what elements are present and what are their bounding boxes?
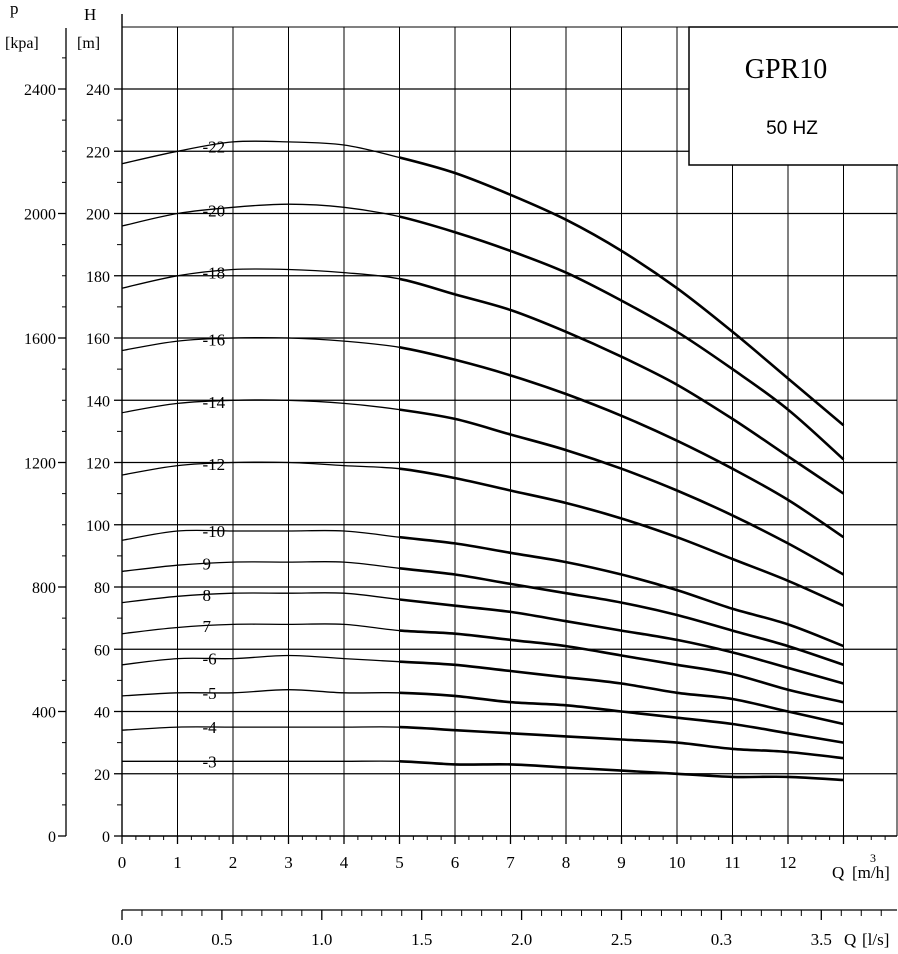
pump-curve-12 bbox=[121, 689, 844, 744]
x-tick-label: 12 bbox=[780, 853, 797, 872]
pump-curve-heavy-7 bbox=[399, 535, 844, 648]
pump-curve-heavy-5 bbox=[399, 408, 845, 576]
curve-label: -14 bbox=[202, 393, 225, 412]
x-tick-label: 3 bbox=[284, 853, 293, 872]
x-tick-label: 9 bbox=[617, 853, 626, 872]
chart-title: GPR10 bbox=[745, 54, 827, 85]
x2-tick-label: 1.5 bbox=[411, 930, 432, 949]
curve-label: -4 bbox=[202, 718, 217, 737]
x-tick-label: 0 bbox=[118, 853, 127, 872]
pump-curve-heavy-13 bbox=[399, 725, 844, 760]
pump-curve-heavy-2 bbox=[399, 215, 845, 461]
pump-curve-heavy-14 bbox=[399, 759, 844, 782]
x2-tick-label: 2.5 bbox=[611, 930, 632, 949]
x2-tick-label: 0.3 bbox=[711, 930, 732, 949]
pump-curve-heavy-10 bbox=[399, 629, 844, 704]
pump-curve-heavy-3 bbox=[399, 277, 845, 495]
y-tick-label: 120 bbox=[86, 456, 110, 473]
pump-curve-heavy-6 bbox=[399, 467, 845, 607]
p-tick-label: 0 bbox=[48, 829, 56, 846]
x-tick-label: 8 bbox=[562, 853, 571, 872]
curve-label: 9 bbox=[202, 555, 211, 574]
pump-curve-heavy-1 bbox=[399, 156, 845, 427]
curve-label: -5 bbox=[202, 684, 216, 703]
curve-label: -20 bbox=[202, 201, 225, 220]
x2-tick-label: 0.5 bbox=[211, 930, 232, 949]
x-axis-label: Q bbox=[832, 863, 844, 882]
y-tick-label: 240 bbox=[86, 82, 110, 99]
x-tick-label: 1 bbox=[173, 853, 182, 872]
p-tick-label: 400 bbox=[32, 705, 56, 722]
curve-label: -12 bbox=[202, 455, 225, 474]
pump-curve-heavy-4 bbox=[399, 345, 845, 539]
p-tick-label: 2400 bbox=[24, 82, 56, 99]
p-tick-label: 1200 bbox=[24, 456, 56, 473]
x2-tick-label: 0.0 bbox=[111, 930, 132, 949]
curve-label: -10 bbox=[202, 522, 225, 541]
x2-axis-unit: [l/s] bbox=[862, 930, 889, 949]
x-tick-label: 7 bbox=[506, 853, 515, 872]
y-tick-label: 100 bbox=[86, 518, 110, 535]
curve-label: 7 bbox=[202, 617, 211, 636]
y-tick-label: 160 bbox=[86, 331, 110, 348]
curve-label: -6 bbox=[202, 650, 216, 669]
y-tick-label: 0 bbox=[102, 829, 110, 846]
y-tick-label: 40 bbox=[94, 705, 110, 722]
x-tick-label: 4 bbox=[340, 853, 349, 872]
curve-label: -3 bbox=[202, 752, 216, 771]
pump-curve-heavy-9 bbox=[399, 598, 844, 685]
x2-tick-label: 2.0 bbox=[511, 930, 532, 949]
y-tick-label: 220 bbox=[86, 144, 110, 161]
y-tick-label: 140 bbox=[86, 393, 110, 410]
x2-tick-label: 1.0 bbox=[311, 930, 332, 949]
pump-curve-heavy-12 bbox=[399, 691, 844, 744]
title-box: GPR10 50 HZ bbox=[688, 26, 898, 166]
pump-curve-11 bbox=[121, 654, 844, 725]
left-axis-unit: [kpa] bbox=[5, 35, 39, 52]
y-tick-label: 60 bbox=[94, 642, 110, 659]
x-tick-label: 2 bbox=[229, 853, 238, 872]
x-tick-label: 6 bbox=[451, 853, 460, 872]
x-axis-unit-superscript: 3 bbox=[870, 851, 876, 865]
pump-curves: -22 -20 -18 -16 -14 -12 -10 9 8 7 -6 -5 -4 -3 bbox=[121, 138, 845, 782]
y-tick-label: 180 bbox=[86, 269, 110, 286]
curve-label: -18 bbox=[202, 264, 225, 283]
p-tick-label: 800 bbox=[32, 580, 56, 597]
pump-curve-9 bbox=[121, 592, 844, 685]
y-axis-label: H bbox=[84, 5, 96, 24]
x-tick-label: 10 bbox=[669, 853, 686, 872]
x2-tick-label: 3.5 bbox=[811, 930, 832, 949]
x-axis-unit: [m/h] bbox=[852, 863, 890, 882]
p-tick-label: 2000 bbox=[24, 207, 56, 224]
axes: 0204060801001201401601802002202400400800… bbox=[24, 14, 897, 949]
y-axis-unit: [m] bbox=[77, 35, 100, 52]
pump-curve-heavy-8 bbox=[399, 566, 844, 667]
y-tick-label: 80 bbox=[94, 580, 110, 597]
x-tick-label: 11 bbox=[724, 853, 740, 872]
x-tick-label: 5 bbox=[395, 853, 404, 872]
left-axis-symbol: p bbox=[10, 0, 19, 18]
chart-subtitle: 50 HZ bbox=[766, 118, 818, 139]
curve-label: -16 bbox=[202, 331, 225, 350]
x2-axis-label: Q bbox=[844, 930, 856, 949]
curve-label: -22 bbox=[202, 138, 225, 157]
curve-label: 8 bbox=[202, 586, 211, 605]
p-tick-label: 1600 bbox=[24, 331, 56, 348]
y-tick-label: 200 bbox=[86, 207, 110, 224]
y-tick-label: 20 bbox=[94, 767, 110, 784]
pump-curve-heavy-11 bbox=[399, 660, 844, 726]
